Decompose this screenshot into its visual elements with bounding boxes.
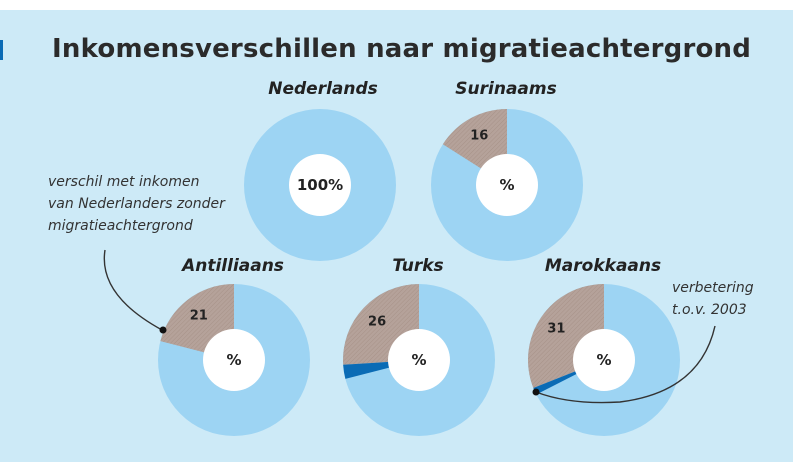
difference-note-line: migratieachtergrond [48,218,193,234]
top-border [0,0,800,10]
donut-surinaams: % 16 [431,109,583,261]
difference-leader-line [103,249,163,331]
donut-turks: % 26 [343,284,495,436]
improvement-leader-dot [532,388,540,396]
bottom-border [0,462,800,467]
chart-label-nederlands: Nederlands [268,79,378,99]
donut-marokkaans: % 31 [528,284,680,436]
center-label: % [499,176,514,194]
center-label: % [596,351,611,369]
donut-hole [203,329,265,391]
improvement-note: verbetering t.o.v. 2003 [672,277,754,321]
chart-label-surinaams: Surinaams [455,79,557,99]
chart-label-marokkaans: Marokkaans [544,256,662,276]
center-label: 100% [297,176,343,194]
difference-value-label: 21 [190,309,208,324]
chart-title: Inkomensverschillen naar migratieachterg… [52,34,752,64]
right-border [793,0,800,467]
improvement-note-line: t.o.v. 2003 [672,302,747,318]
donut-hole [388,329,450,391]
difference-note-line: verschil met inkomen [48,174,200,190]
difference-value-label: 31 [547,322,565,337]
chart-label-turks: Turks [392,256,444,276]
difference-leader-dot [159,326,167,334]
donut-antilliaans: % 21 [158,284,310,436]
difference-value-label: 26 [368,315,386,330]
center-label: % [411,351,426,369]
difference-note: verschil met inkomen van Nederlanders zo… [48,171,225,237]
donut-hole [476,154,538,216]
improvement-leader-line [535,325,716,404]
donut-hole [573,329,635,391]
chart-label-antilliaans: Antilliaans [182,256,284,276]
donut-nederlands: 100% [244,109,396,261]
difference-value-label: 16 [470,129,488,144]
difference-note-line: van Nederlanders zonder [48,196,225,212]
donut-hole [289,154,351,216]
center-label: % [226,351,241,369]
improvement-note-line: verbetering [672,280,754,296]
accent-bar [0,40,3,60]
